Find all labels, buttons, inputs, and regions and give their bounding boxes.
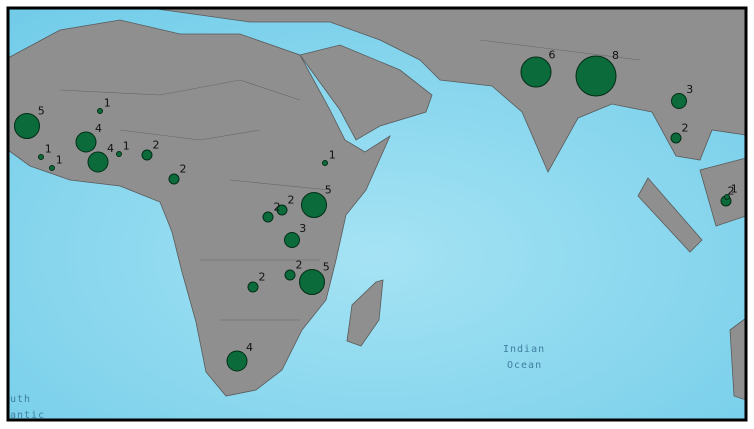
point-marker xyxy=(575,55,617,97)
point-label: 1 xyxy=(104,96,111,109)
point-label: 2 xyxy=(274,201,281,214)
borders xyxy=(59,39,641,321)
point-label: 1 xyxy=(56,153,63,166)
point-label: 4 xyxy=(95,122,102,135)
point-label: 8 xyxy=(612,49,619,62)
point-label: 1 xyxy=(731,182,738,195)
frame xyxy=(6,6,748,422)
point-marker xyxy=(14,113,40,139)
point-marker xyxy=(75,131,97,153)
point-label: 2 xyxy=(153,139,160,152)
point-label: 3 xyxy=(299,222,306,235)
point-label: 1 xyxy=(123,139,130,152)
point-label: 4 xyxy=(107,142,114,155)
point-label: 1 xyxy=(45,142,52,155)
point-label: 5 xyxy=(323,260,330,273)
point-label: 2 xyxy=(296,259,303,272)
point-marker xyxy=(276,204,288,216)
point-label: 5 xyxy=(325,183,332,196)
point-label: 2 xyxy=(728,185,735,198)
point-marker xyxy=(168,173,180,185)
point-label: 4 xyxy=(246,341,253,354)
point-label: 2 xyxy=(259,271,266,284)
point-marker xyxy=(226,350,248,372)
point-label: 2 xyxy=(288,194,295,207)
point-marker xyxy=(301,192,327,218)
point-label: 3 xyxy=(686,83,693,96)
point-marker xyxy=(97,108,103,114)
point-marker xyxy=(247,281,259,293)
point-label: 6 xyxy=(549,49,556,62)
point-marker xyxy=(87,151,109,173)
point-label: 2 xyxy=(180,163,187,176)
point-marker xyxy=(116,151,122,157)
point-marker xyxy=(284,269,296,281)
point-marker xyxy=(670,132,682,144)
ocean-label: antic xyxy=(10,410,45,421)
point-label: 1 xyxy=(329,148,336,161)
ocean-label: Indian xyxy=(503,344,545,355)
point-marker xyxy=(49,165,55,171)
point-marker xyxy=(520,56,552,88)
point-marker xyxy=(671,93,687,109)
point-marker xyxy=(284,232,300,248)
point-marker xyxy=(141,149,153,161)
land xyxy=(7,7,747,401)
point-label: 5 xyxy=(38,104,45,117)
ocean-label: uth xyxy=(10,394,31,405)
ocean-label: Ocean xyxy=(507,360,542,371)
point-marker xyxy=(38,154,44,160)
point-label: 2 xyxy=(682,122,689,135)
point-marker xyxy=(322,160,328,166)
point-marker xyxy=(262,211,274,223)
point-marker xyxy=(299,269,325,295)
point-marker xyxy=(724,194,730,200)
